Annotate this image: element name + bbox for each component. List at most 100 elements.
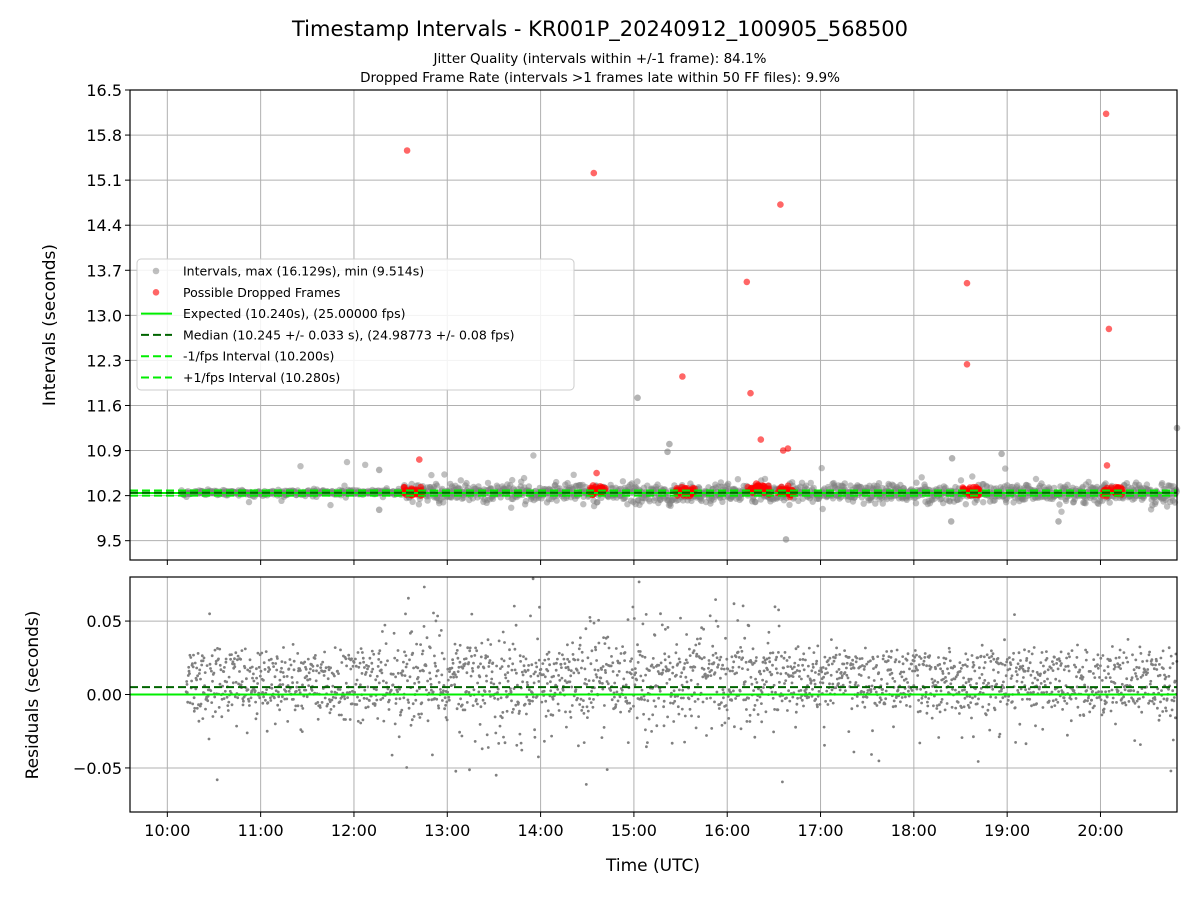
residual-point	[1070, 649, 1074, 652]
residual-point	[642, 712, 645, 716]
residual-point	[310, 689, 314, 692]
residual-point	[707, 659, 711, 662]
residual-point	[774, 667, 778, 671]
residual-point	[197, 719, 201, 723]
residual-point	[890, 649, 893, 653]
residual-point	[666, 626, 670, 629]
residual-point	[1033, 676, 1037, 680]
residual-point	[254, 717, 258, 721]
residual-point	[990, 685, 994, 688]
residual-point	[1040, 651, 1044, 654]
residual-point	[798, 675, 801, 678]
residual-point	[514, 703, 518, 707]
residual-point	[478, 675, 482, 679]
interval-point	[725, 480, 732, 487]
residual-point	[715, 656, 719, 660]
residual-point	[828, 656, 832, 660]
residual-point	[1141, 660, 1144, 663]
residual-point	[1167, 687, 1170, 691]
residual-point	[468, 649, 472, 653]
residual-point	[454, 652, 458, 655]
residual-point	[1096, 653, 1100, 657]
residual-point	[1067, 652, 1070, 656]
residual-point	[684, 658, 688, 662]
residual-point	[761, 660, 765, 664]
residual-point	[1084, 658, 1088, 662]
residual-point	[863, 705, 867, 709]
residual-point	[425, 688, 428, 692]
residual-point	[753, 735, 757, 739]
residual-point	[323, 650, 326, 654]
residual-point	[185, 691, 189, 694]
residual-point	[594, 673, 598, 676]
residual-point	[1062, 668, 1066, 672]
residual-point	[745, 708, 748, 711]
residual-point	[661, 668, 665, 672]
residual-point	[546, 682, 549, 685]
residual-point	[579, 697, 583, 701]
residual-point	[716, 665, 719, 669]
residual-point	[336, 669, 339, 673]
dropped-frame-point	[963, 279, 971, 287]
residual-point	[527, 664, 530, 667]
residual-point	[1032, 690, 1035, 694]
residual-point	[846, 676, 850, 680]
residual-point	[786, 665, 790, 668]
residual-point	[550, 734, 553, 738]
residual-point	[662, 705, 665, 709]
residual-point	[581, 659, 584, 663]
residual-point	[1131, 653, 1134, 657]
residual-point	[490, 670, 494, 674]
residual-point	[1082, 714, 1086, 717]
residual-point	[881, 688, 884, 691]
residual-point	[938, 663, 942, 666]
residual-point	[205, 664, 209, 667]
chart-title: Timestamp Intervals - KR001P_20240912_10…	[291, 17, 908, 42]
residual-point	[250, 665, 254, 669]
residual-point	[491, 661, 495, 665]
residual-point	[537, 680, 541, 683]
residual-point	[517, 712, 521, 715]
residual-point	[822, 725, 826, 729]
residual-point	[817, 672, 821, 676]
residual-point	[188, 701, 192, 705]
residual-point	[614, 703, 618, 706]
residual-point	[577, 647, 581, 651]
residual-point	[399, 713, 402, 717]
residual-point	[1118, 648, 1122, 652]
residual-point	[633, 683, 637, 687]
residual-point	[862, 668, 866, 671]
dropped-frame-point	[747, 389, 754, 397]
residual-point	[606, 682, 610, 686]
residual-point	[663, 658, 667, 662]
residual-point	[1125, 677, 1129, 681]
residual-point	[405, 662, 409, 666]
intervals-y-tick-label: 16.5	[86, 81, 122, 100]
residual-point	[1138, 645, 1142, 649]
residual-point	[240, 680, 244, 683]
residual-point	[899, 670, 903, 674]
residual-point	[591, 705, 595, 709]
residual-point	[546, 669, 550, 673]
residual-point	[316, 664, 319, 668]
residual-point	[366, 685, 370, 689]
residual-point	[830, 638, 833, 641]
residual-point	[1100, 713, 1104, 717]
residual-point	[1076, 643, 1079, 647]
residual-point	[585, 705, 589, 709]
residual-point	[654, 705, 657, 708]
residual-point	[213, 695, 217, 699]
residual-point	[675, 673, 678, 677]
residual-point	[893, 680, 897, 683]
residual-point	[1085, 650, 1089, 654]
residual-point	[943, 661, 946, 665]
residual-point	[662, 724, 666, 728]
residual-point	[1093, 676, 1097, 679]
residual-point	[807, 695, 811, 699]
intervals-panel: 9.510.210.911.612.313.013.714.415.115.81…	[40, 81, 1181, 561]
residual-point	[485, 679, 488, 683]
residual-point	[965, 690, 969, 694]
residual-point	[567, 668, 571, 672]
residual-point	[812, 678, 816, 682]
residual-point	[970, 654, 974, 657]
